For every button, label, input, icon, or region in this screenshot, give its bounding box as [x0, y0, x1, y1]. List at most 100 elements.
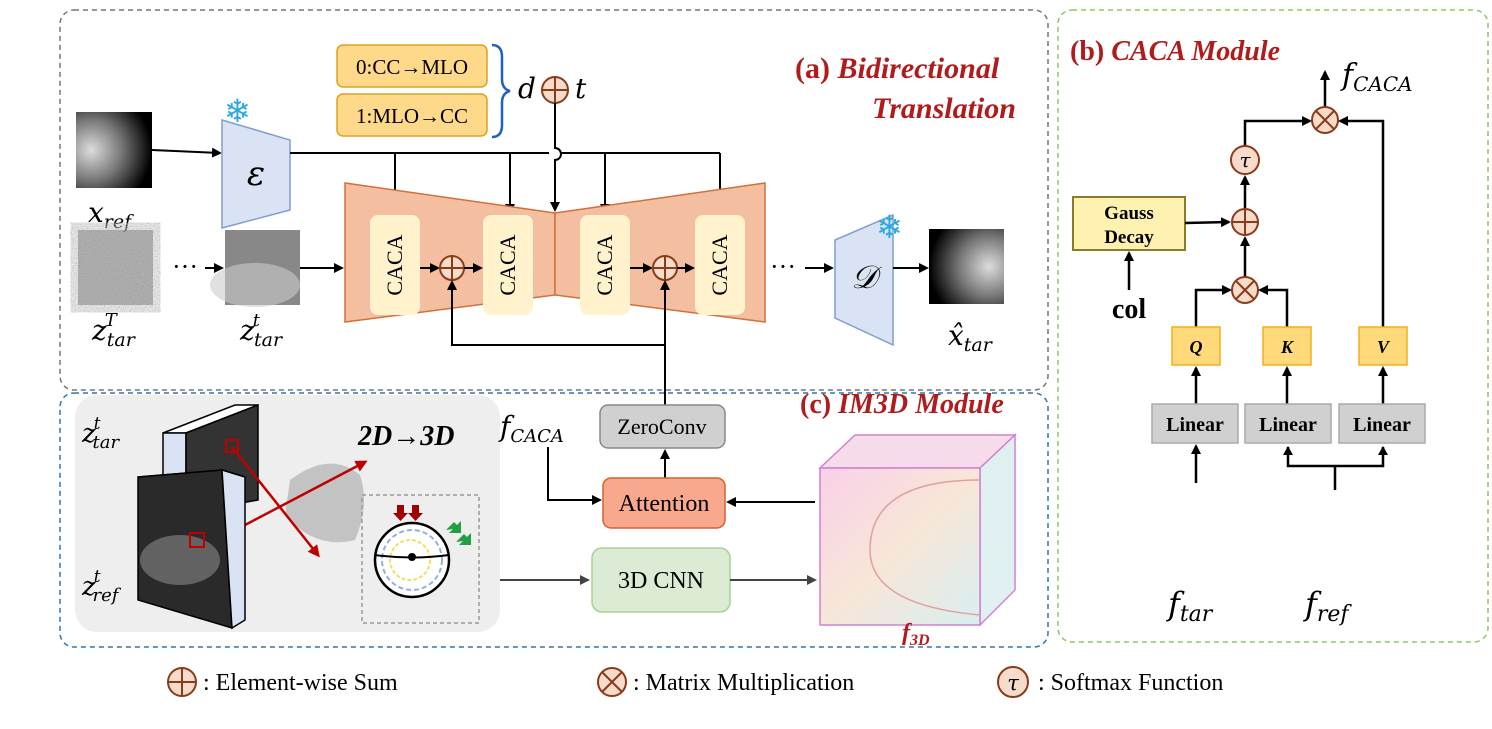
- query-box: Q: [1171, 326, 1221, 366]
- col-label: col: [1112, 294, 1146, 325]
- gauss-label: Gauss: [1104, 203, 1154, 224]
- frozen-snowflake-icon: ❄: [224, 93, 251, 129]
- 3d-feature-cube: [818, 433, 1017, 627]
- legend-label-sum: : Element-wise Sum: [203, 670, 398, 696]
- panel-c-title: (c) IM3D Module: [800, 389, 1004, 420]
- softmax-icon: τ: [1230, 145, 1260, 175]
- x-ref-image: [76, 112, 152, 188]
- slice-content: [140, 535, 220, 585]
- condition-arrow: [550, 103, 562, 212]
- condition-label: 1:MLO→CC: [356, 104, 468, 128]
- arrow: [151, 147, 222, 158]
- linear-block: Linear: [1244, 403, 1332, 444]
- z-tar-label: zt tar: [81, 414, 121, 453]
- svg-text:Q: Q: [1190, 337, 1203, 357]
- f-ref-branch: [1286, 447, 1385, 490]
- projection-ray: [231, 446, 320, 558]
- 3d-cnn-label: 3D CNN: [618, 568, 704, 594]
- condition-box-mlo-cc: [336, 93, 488, 137]
- z-t-image-content: [210, 263, 300, 307]
- value-box: V: [1358, 326, 1408, 366]
- attention-label: Attention: [619, 491, 710, 517]
- linear-block: Linear: [1338, 403, 1426, 444]
- sum-icon: [652, 255, 678, 281]
- caca-block: CACA: [580, 215, 630, 315]
- f-ref-label: fref: [1303, 585, 1352, 627]
- attention-block: [602, 477, 726, 529]
- f-caca-label: fCACA: [498, 410, 564, 447]
- panel-a-title: (a) Bidirectional: [795, 52, 1000, 85]
- condition-label: 0:CC→MLO: [356, 55, 468, 79]
- ellipsis: ···: [770, 252, 796, 281]
- linear-block: Linear: [1151, 403, 1239, 444]
- panel-a-title-line2: Translation: [872, 92, 1016, 125]
- svg-text:τ: τ: [1007, 671, 1019, 695]
- caca-block: CACA: [695, 215, 745, 315]
- svg-text:V: V: [1377, 337, 1391, 357]
- gauss-decay-block: [1072, 196, 1186, 251]
- decay-label: Decay: [1104, 227, 1154, 248]
- sum-icon: [1231, 208, 1259, 236]
- zeroconv-block: [599, 404, 726, 449]
- zeroconv-label: ZeroConv: [617, 414, 706, 439]
- sphere-icon: [373, 521, 451, 599]
- f-tar-label: ftar: [1166, 585, 1214, 627]
- panel-im3d-module: (c) IM3D Module zt tar zt ref 2D→3D: [59, 389, 1049, 649]
- svg-text:CACA: CACA: [592, 234, 617, 295]
- brace-icon: [491, 43, 511, 139]
- panel-caca-module: (b) CACA Module fCACA τ Gauss Decay col …: [1057, 9, 1489, 643]
- svg-text:CACA: CACA: [707, 234, 732, 295]
- projection-ray: [244, 460, 368, 527]
- cond-d: d: [518, 72, 536, 105]
- arrow: [1194, 285, 1232, 327]
- arrow: [1243, 116, 1312, 147]
- f-caca-output-label: fCACA: [1340, 58, 1413, 96]
- noise-image-tint: [78, 230, 153, 305]
- decoder-block: [834, 213, 894, 347]
- svg-text:Linear: Linear: [1166, 414, 1224, 436]
- caca-block: CACA: [483, 215, 533, 315]
- red-arrows-icon: [393, 505, 423, 521]
- sphere-inset: [361, 494, 480, 624]
- svg-text:Linear: Linear: [1353, 414, 1411, 436]
- legend-matmul-icon: [597, 667, 627, 697]
- legend-label-matmul: : Matrix Multiplication: [633, 670, 854, 696]
- patch-marker: [189, 532, 205, 548]
- output-image: [929, 229, 1004, 304]
- matmul-icon: [1311, 106, 1339, 134]
- condition-box-cc-mlo: [336, 44, 488, 88]
- arrow: [1258, 285, 1289, 327]
- x-hat-label: x̂tar: [948, 319, 994, 356]
- z-t-label: zt tar: [239, 310, 284, 351]
- x-ref-label: xref: [88, 196, 134, 233]
- legend: : Element-wise Sum : Matrix Multiplicati…: [167, 666, 1223, 698]
- matmul-icon: [1231, 276, 1259, 304]
- hemisphere-shape: [285, 463, 364, 543]
- encoder-block: [221, 118, 291, 229]
- panel-c-border: [59, 392, 1049, 648]
- f-3d-label: f3D: [902, 620, 930, 649]
- svg-text:K: K: [1280, 337, 1295, 357]
- slab-side: [221, 468, 246, 630]
- panel-b-border: [1057, 9, 1489, 643]
- zeroconv-to-sum-arrow: [447, 280, 665, 346]
- ellipsis: ···: [172, 252, 198, 281]
- svg-text:CACA: CACA: [382, 234, 407, 295]
- caca-block: CACA: [370, 215, 420, 315]
- frozen-snowflake-icon: ❄: [876, 209, 903, 245]
- arrow: [1184, 217, 1231, 228]
- panel-a-border: [59, 9, 1049, 391]
- sum-icon: [541, 76, 569, 104]
- patch-marker: [225, 439, 239, 453]
- projection-label: 2D→3D: [357, 421, 454, 452]
- arrow: [1338, 116, 1385, 327]
- legend-sum-icon: [167, 667, 197, 697]
- svg-text:τ: τ: [1239, 148, 1251, 172]
- key-box: K: [1262, 326, 1312, 366]
- green-arrows-icon: [446, 521, 471, 545]
- panel-bidirectional-translation: (a) Bidirectional Translation 0:CC→MLO 1…: [59, 9, 1049, 405]
- legend-label-softmax: : Softmax Function: [1038, 670, 1223, 696]
- legend-softmax-icon: τ: [997, 666, 1029, 698]
- arrowheads: [1283, 446, 1388, 455]
